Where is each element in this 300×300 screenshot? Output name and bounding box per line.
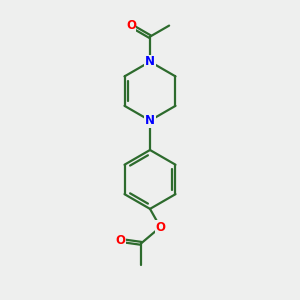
Text: O: O: [126, 19, 136, 32]
Text: O: O: [115, 234, 125, 247]
Text: N: N: [145, 114, 155, 127]
Text: O: O: [155, 220, 165, 234]
Text: N: N: [145, 55, 155, 68]
